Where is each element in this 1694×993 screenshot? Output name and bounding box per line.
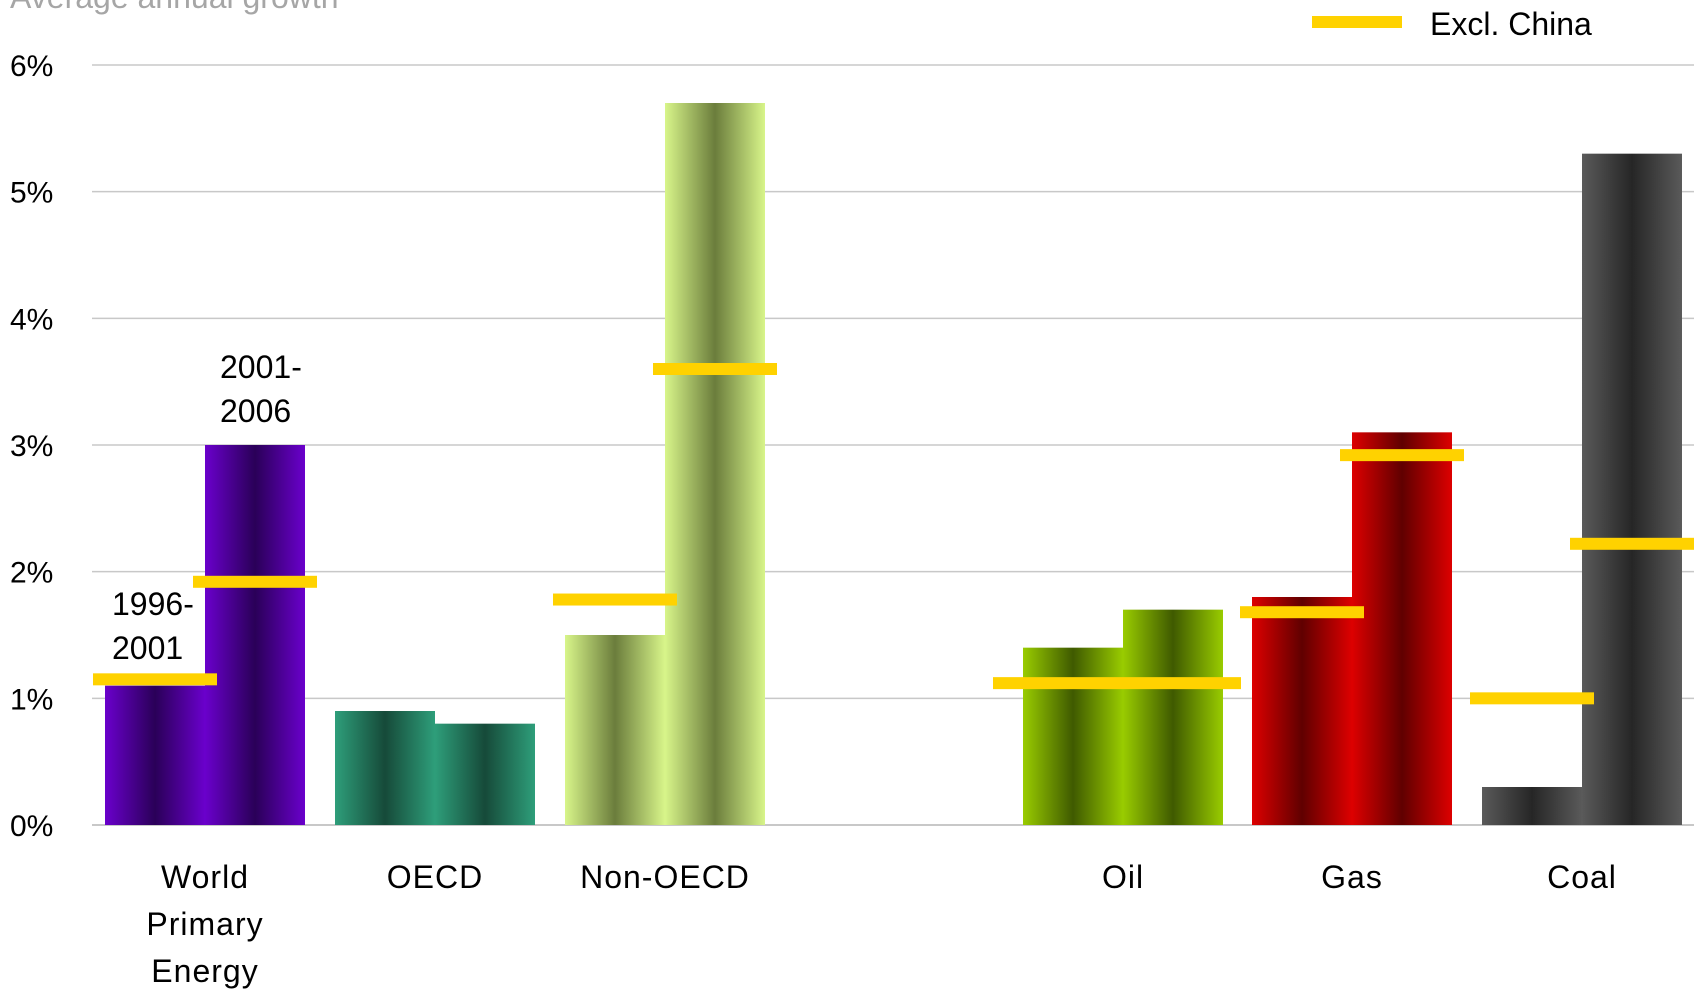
category-label: Gas: [1321, 859, 1383, 895]
bar-cat3-series1: [1123, 609, 1223, 825]
bar-cat4-series1: [1352, 432, 1452, 825]
excl-china-markers: [93, 363, 1694, 705]
excl-china-marker: [1340, 449, 1464, 462]
bar-cat2-series0: [565, 635, 665, 825]
category-label: Primary: [146, 906, 263, 942]
y-tick-label: 3%: [10, 430, 53, 463]
period-annotation: 1996-: [112, 586, 194, 622]
period-annotations: 1996- 2001 2001- 2006: [112, 349, 302, 666]
excl-china-marker: [1470, 692, 1594, 705]
bar-cat5-series0: [1482, 787, 1582, 825]
category-labels: World Primary Energy OECD Non-OECD Oil Gas Coal: [146, 859, 1617, 989]
period-annotation: 2001: [112, 630, 183, 666]
bar-cat4-series0: [1252, 597, 1352, 825]
excl-china-marker: [93, 673, 217, 686]
excl-china-marker: [553, 593, 677, 606]
y-tick-label: 2%: [10, 557, 53, 590]
excl-china-marker: [1240, 606, 1364, 619]
y-tick-label: 6%: [10, 50, 53, 83]
excl-china-marker: [193, 575, 317, 588]
y-tick-label: 0%: [10, 810, 53, 843]
bars: [105, 103, 1682, 825]
bar-cat1-series0: [335, 711, 435, 825]
legend-swatch-excl-china: [1312, 16, 1402, 28]
bar-cat0-series0: [105, 685, 205, 825]
period-annotation: 2006: [220, 393, 291, 429]
y-tick-label: 5%: [10, 177, 53, 210]
category-label: Energy: [151, 953, 258, 989]
bar-cat5-series1: [1582, 153, 1682, 825]
category-label: Oil: [1102, 859, 1144, 895]
y-tick-label: 1%: [10, 683, 53, 716]
y-axis-title: Average annual growth: [10, 0, 339, 15]
excl-china-marker: [1570, 537, 1694, 550]
legend: Excl. China: [1312, 6, 1592, 42]
category-label: World: [161, 859, 249, 895]
gridlines: [92, 64, 1694, 826]
bar-cat2-series1: [665, 103, 765, 825]
category-label: OECD: [387, 859, 483, 895]
category-label: Non-OECD: [580, 859, 750, 895]
y-tick-label: 4%: [10, 303, 53, 336]
legend-label-excl-china: Excl. China: [1430, 6, 1592, 42]
bar-cat1-series1: [435, 723, 535, 825]
category-label: Coal: [1547, 859, 1617, 895]
bar-cat3-series0: [1023, 647, 1123, 825]
bar-cat0-series1: [205, 445, 305, 825]
excl-china-marker: [653, 363, 777, 375]
y-axis-ticks: 0% 1% 2% 3% 4% 5% 6%: [10, 50, 53, 843]
period-annotation: 2001-: [220, 349, 302, 385]
excl-china-marker: [993, 677, 1241, 690]
